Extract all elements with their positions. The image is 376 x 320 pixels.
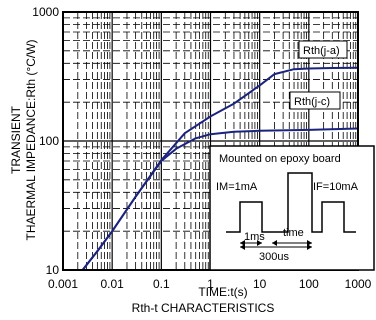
y-tick-label: 10 — [46, 263, 60, 277]
series-label-rth-jc-box: Rth(j-c) — [289, 91, 341, 110]
chart-caption: Rth-t CHARACTERISTICS — [132, 301, 275, 315]
tick-labels: 0.001 0.01 0.1 1 10 100 1000 10 100 1000 — [32, 5, 371, 291]
if-label: IF=10mA — [313, 181, 359, 193]
x-tick-label: 100 — [299, 277, 319, 291]
series-line-rth-jc — [81, 127, 359, 271]
time-label: time — [283, 227, 304, 239]
t1-arrow-left — [240, 240, 245, 246]
series-label-rth-ja: Rth(j-a) — [303, 45, 340, 57]
t1-label: 1ms — [244, 231, 265, 243]
im-label: IM=1mA — [216, 181, 258, 193]
y-axis-title-line2: THAERMAL IMPEDANCE:Rth (°C/W) — [24, 39, 38, 240]
x-tick-label: 1 — [207, 277, 214, 291]
time-arrow-right — [307, 240, 312, 246]
y-axis-title-line1: TRANSIENT — [9, 105, 23, 174]
x-tick-label: 0.1 — [153, 277, 170, 291]
x-tick-label: 1000 — [345, 277, 372, 291]
period-arrow-right — [307, 244, 312, 250]
mounted-on-epoxy-label: Mounted on epoxy board — [219, 153, 341, 165]
series-label-rth-jc: Rth(j-c) — [294, 96, 330, 108]
x-tick-label: 0.001 — [48, 277, 78, 291]
x-tick-label: 0.01 — [100, 277, 124, 291]
period-arrow-left — [240, 244, 245, 250]
y-tick-label: 100 — [39, 134, 59, 148]
t1-arrow-right — [257, 240, 262, 246]
period-label: 300us — [259, 251, 289, 263]
x-axis-title: TIME:t(s) — [198, 285, 247, 299]
pulse-waveform — [226, 172, 356, 233]
x-tick-label: 10 — [253, 277, 267, 291]
y-tick-label: 1000 — [32, 5, 59, 19]
series-label-rth-ja-box: Rth(j-a) — [298, 40, 348, 59]
series-group — [81, 66, 359, 271]
time-arrow-left — [272, 240, 277, 246]
measurement-condition-box: Mounted on epoxy board IM=1mA IF=10mA 1m… — [209, 145, 375, 271]
